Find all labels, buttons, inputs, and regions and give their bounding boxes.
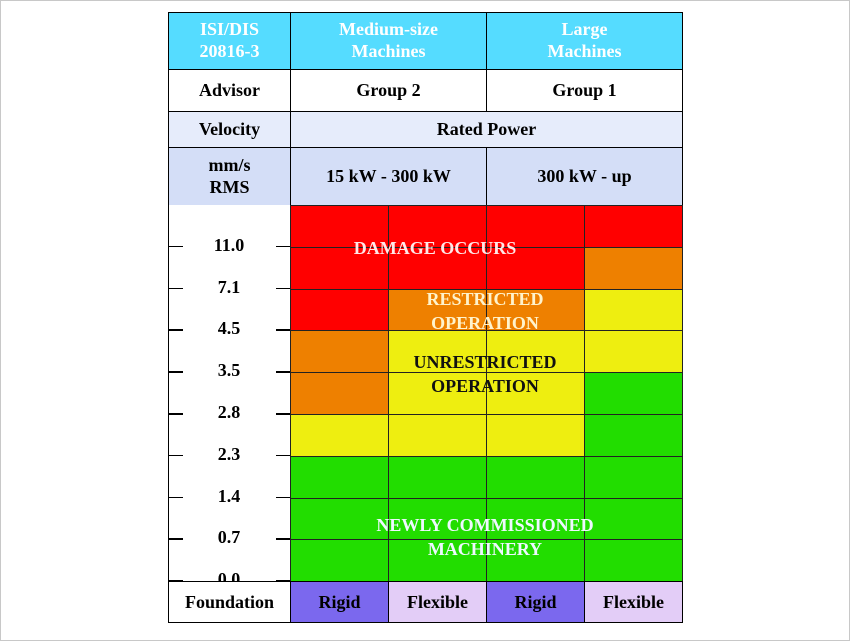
zone-cell	[486, 497, 585, 541]
zone-cell	[388, 372, 487, 415]
zone-cell	[290, 414, 389, 457]
medium-machines-header: Medium-size Machines	[290, 12, 487, 70]
scale-tick-left	[169, 538, 183, 540]
unit-label: mm/s RMS	[168, 147, 291, 206]
zone-cell	[388, 497, 487, 541]
foundation-flexible-medium: Flexible	[388, 581, 487, 623]
scale-tick-right	[276, 496, 290, 499]
zone-cell	[388, 455, 487, 499]
foundation-rigid-large: Rigid	[486, 581, 585, 623]
zone-cell	[584, 414, 683, 457]
group2-label: Group 2	[290, 69, 487, 112]
scale-tick-left	[169, 496, 183, 499]
zone-cell	[486, 288, 585, 332]
foundation-rigid-medium: Rigid	[290, 581, 389, 623]
scale-label: 0.7	[217, 527, 241, 548]
zone-cell	[486, 205, 585, 248]
scale-tick-right	[276, 329, 290, 331]
zone-cell	[584, 330, 683, 374]
zone-cell	[388, 414, 487, 457]
zone-cell	[290, 246, 389, 290]
scale-tick-left	[169, 371, 183, 373]
scale-tick-right	[276, 580, 290, 582]
rated-power-label: Rated Power	[290, 111, 683, 148]
zone-cell	[290, 539, 389, 583]
scale-label: 2.8	[217, 402, 241, 422]
scale-tick-right	[276, 413, 290, 415]
standard-header: ISI/DIS 20816-3	[168, 12, 291, 70]
zone-cell	[486, 455, 585, 499]
foundation-flexible-large: Flexible	[584, 581, 683, 623]
zone-cell	[290, 455, 389, 499]
zone-cell	[388, 539, 487, 583]
zone-cell	[290, 330, 389, 374]
scale-tick-right	[276, 245, 290, 248]
scale-label: 4.5	[217, 318, 241, 339]
scale-tick-left	[169, 287, 183, 290]
scale-tick-left	[169, 580, 183, 582]
zone-cell	[486, 246, 585, 290]
zone-cell	[486, 414, 585, 457]
scale-tick-right	[276, 538, 290, 540]
velocity-label: Velocity	[168, 111, 291, 148]
zone-cell	[584, 205, 683, 248]
range-medium-label: 15 kW - 300 kW	[290, 147, 487, 206]
zone-cell	[388, 330, 487, 374]
zone-cell	[290, 372, 389, 415]
scale-column	[168, 205, 291, 582]
group1-label: Group 1	[486, 69, 683, 112]
scale-label: 1.4	[217, 485, 241, 506]
foundation-label: Foundation	[168, 581, 291, 623]
scale-tick-left	[169, 329, 183, 331]
scale-tick-right	[276, 371, 290, 373]
zone-cell	[486, 539, 585, 583]
scale-tick-left	[169, 413, 183, 415]
zone-cell	[584, 246, 683, 290]
zone-cell	[388, 288, 487, 332]
scale-tick-right	[276, 287, 290, 290]
zone-cell	[388, 246, 487, 290]
zone-cell	[290, 288, 389, 332]
large-machines-header: Large Machines	[486, 12, 683, 70]
scale-label: 3.5	[217, 360, 241, 381]
zone-cell	[290, 205, 389, 248]
scale-tick-left	[169, 245, 183, 248]
zone-cell	[486, 372, 585, 415]
zone-cell	[584, 539, 683, 583]
zone-cell	[584, 455, 683, 499]
scale-label: 11.0	[213, 234, 245, 255]
scale-label: 7.1	[217, 276, 241, 297]
advisor-label: Advisor	[168, 69, 291, 112]
zone-cell	[584, 497, 683, 541]
scale-label: 2.3	[217, 443, 241, 464]
range-large-label: 300 kW - up	[486, 147, 683, 206]
scale-tick-right	[276, 454, 290, 457]
zone-cell	[388, 205, 487, 248]
zone-cell	[584, 288, 683, 332]
zone-cell	[290, 497, 389, 541]
zone-cell	[584, 372, 683, 415]
zone-cell	[486, 330, 585, 374]
scale-tick-left	[169, 454, 183, 457]
